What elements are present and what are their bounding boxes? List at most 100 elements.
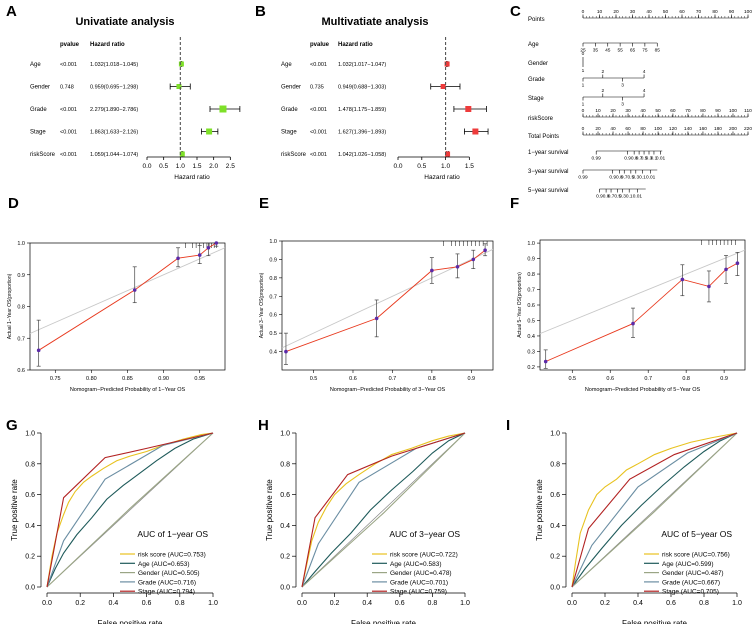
roc-curve: [46, 432, 214, 588]
nomogram-tick-label: 10: [595, 108, 601, 114]
calibration-line: [545, 262, 738, 362]
nomogram-row-label: Gender: [528, 61, 548, 67]
forest-title: Univatiate analysis: [75, 16, 174, 28]
hr-marker: [176, 84, 182, 89]
nomogram-tick-label: 20: [595, 126, 601, 132]
nomogram-tick-label: 75: [642, 48, 648, 54]
row-label: Gender: [30, 85, 50, 91]
row-label: Age: [30, 62, 41, 68]
y-tick-label: 0.6: [550, 492, 560, 499]
x-tick-label: 0.8: [682, 376, 690, 382]
row-label: Gender: [281, 85, 301, 91]
x-tick-label: 0.4: [633, 600, 643, 607]
y-tick-label: 0.0: [550, 585, 560, 592]
col-header-hazard-ratio: Hazard ratio: [338, 42, 373, 48]
x-tick-label: 1.0: [176, 163, 185, 170]
row-hazard-ratio: 1.863(1.633−2.126): [90, 130, 138, 136]
y-tick-label: 0.0: [25, 585, 35, 592]
x-axis-label: Nomogram−Predicted Probability of 1−Year…: [70, 387, 186, 393]
hr-marker: [178, 61, 184, 67]
y-tick-label: 0.8: [269, 276, 277, 282]
x-tick-label: 0.80: [86, 376, 97, 382]
y-tick-label: 0.2: [25, 554, 35, 561]
row-label: riskScore: [30, 152, 56, 158]
nomogram-tick-label: 0.01: [646, 175, 656, 181]
hr-marker: [444, 61, 450, 67]
y-tick-label: 0.8: [25, 461, 35, 468]
row-hazard-ratio: 1.059(1.044−1.074): [90, 152, 138, 158]
row-pvalue: <0.001: [310, 107, 327, 113]
x-tick-label: 0.9: [467, 376, 475, 382]
nomogram-row-label: 5−year survival: [528, 188, 569, 194]
legend-label: Age (AUC=0.583): [390, 561, 442, 568]
nomogram-tick-label: 0.5: [641, 156, 648, 162]
calibration-point: [197, 253, 202, 257]
calibration-point: [455, 265, 460, 269]
nomogram-tick-label: 0: [582, 51, 585, 57]
forest-plot-A: Univatiate analysis pvalue Hazard ratio Age…: [30, 16, 241, 181]
y-tick-label: 1.0: [550, 431, 560, 438]
hr-marker: [445, 151, 451, 157]
panel-label: E: [259, 195, 269, 212]
y-axis-label: True positive rate: [265, 479, 274, 541]
nomogram-tick-label: 100: [729, 108, 737, 114]
nomogram-tick-label: 0: [582, 126, 585, 132]
y-tick-label: 0.4: [269, 350, 277, 356]
y-tick-label: 0.8: [17, 305, 25, 311]
ideal-diagonal: [29, 247, 226, 334]
x-tick-label: 1.0: [441, 163, 450, 170]
panel-label: B: [255, 3, 266, 20]
row-label: Age: [281, 62, 292, 68]
y-tick-label: 0.6: [280, 492, 290, 499]
calibration-point: [631, 321, 635, 326]
nomogram-tick-label: 0.99: [592, 156, 602, 162]
panel-label: C: [510, 3, 521, 20]
row-label: Stage: [30, 130, 46, 136]
y-tick-label: 1.0: [527, 241, 535, 247]
calibration-point: [483, 248, 487, 253]
nomogram-tick-label: 25: [580, 48, 586, 54]
nomogram-row-label: 1−year survival: [528, 150, 569, 156]
y-tick-label: 0.0: [280, 585, 290, 592]
nomogram-tick-label: 80: [700, 108, 706, 114]
legend-label: risk score (AUC=0.753): [138, 552, 206, 559]
y-tick-label: 0.2: [550, 554, 560, 561]
calibration-point: [214, 241, 219, 245]
nomogram-tick-label: 2: [601, 88, 604, 94]
col-header-pvalue: pvalue: [310, 42, 330, 48]
row-hazard-ratio: 0.959(0.695−1.298): [90, 85, 138, 91]
nomogram-tick-label: 0.8: [603, 194, 610, 200]
nomogram-tick-label: 140: [684, 126, 692, 132]
nomogram-row-label: Total Points: [528, 134, 559, 140]
x-axis-label: False positive rate: [622, 619, 687, 624]
row-hazard-ratio: 1.478(1.175−1.859): [338, 107, 386, 113]
y-tick-label: 0.2: [527, 365, 535, 371]
nomogram-row-label: Stage: [528, 96, 544, 102]
x-tick-label: 0.2: [600, 600, 610, 607]
y-tick-label: 0.4: [280, 523, 290, 530]
roc-curve: [571, 432, 738, 588]
row-hazard-ratio: 1.627(1.396−1.893): [338, 130, 386, 136]
row-pvalue: <0.001: [310, 130, 327, 136]
y-tick-label: 0.8: [527, 272, 535, 278]
x-tick-label: 0.4: [362, 600, 372, 607]
nomogram-tick-label: 50: [655, 108, 661, 114]
nomogram-tick-label: 60: [679, 9, 685, 15]
nomogram-tick-label: 0.8: [631, 156, 638, 162]
y-tick-label: 0.3: [527, 349, 535, 355]
legend-label: Grade (AUC=0.701): [390, 579, 448, 586]
y-tick-label: 0.6: [25, 492, 35, 499]
nomogram-tick-label: 65: [630, 48, 636, 54]
nomogram-tick-label: 70: [696, 9, 702, 15]
x-tick-label: 0.5: [159, 163, 168, 170]
roc-curve: [571, 432, 738, 588]
row-pvalue: 0.748: [60, 85, 74, 91]
roc-title: AUC of 5−year OS: [661, 529, 732, 539]
nomogram-tick-label: 0.99: [578, 175, 588, 181]
nomogram-tick-label: 35: [593, 48, 599, 54]
row-label: Grade: [30, 107, 47, 113]
roc-curve: [301, 432, 466, 588]
y-tick-label: 0.4: [550, 523, 560, 530]
nomogram-tick-label: 0.5: [628, 175, 635, 181]
calibration-plot-D: 0.75 0.80 0.85 0.90 0.95 0.6 0.7 0.8 0.9 1.0 Nomog…: [7, 241, 226, 393]
